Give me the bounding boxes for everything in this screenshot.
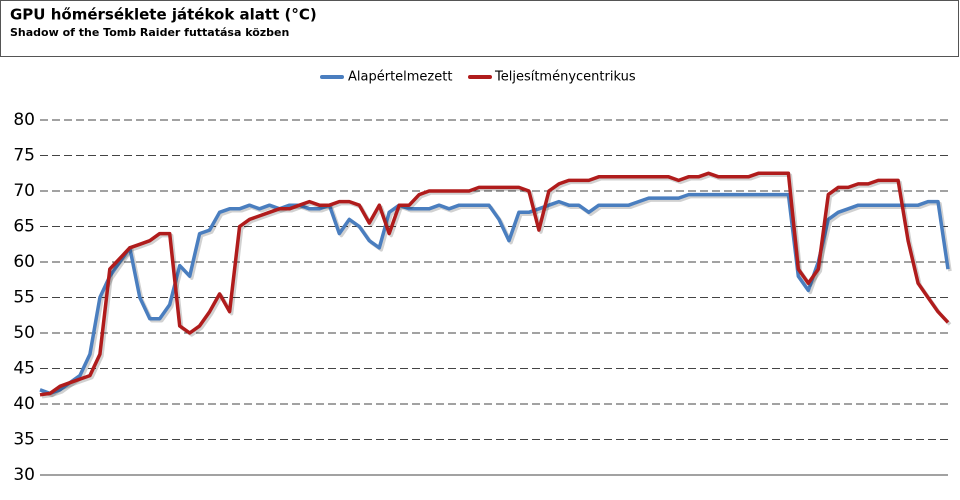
y-tick-label: 70 bbox=[13, 181, 35, 201]
y-tick-label: 45 bbox=[13, 359, 35, 379]
y-tick-label: 75 bbox=[13, 146, 35, 166]
legend-label: Alapértelmezett bbox=[348, 70, 452, 85]
legend-label: Teljesítménycentrikus bbox=[494, 70, 636, 85]
series-line bbox=[39, 171, 950, 397]
y-tick-label: 40 bbox=[13, 394, 35, 414]
y-tick-label: 50 bbox=[13, 323, 35, 343]
series-shadow bbox=[41, 173, 952, 399]
y-tick-label: 30 bbox=[13, 465, 35, 485]
y-tick-label: 35 bbox=[13, 430, 35, 450]
y-tick-label: 65 bbox=[13, 217, 35, 237]
chart-subtitle: Shadow of the Tomb Raider futtatása közb… bbox=[10, 26, 289, 39]
chart-title: GPU hőmérséklete játékok alatt (°C) bbox=[10, 6, 317, 24]
y-tick-label: 60 bbox=[13, 252, 35, 272]
title-box bbox=[0, 0, 959, 57]
y-tick-label: 55 bbox=[13, 288, 35, 308]
y-tick-label: 80 bbox=[13, 110, 35, 130]
